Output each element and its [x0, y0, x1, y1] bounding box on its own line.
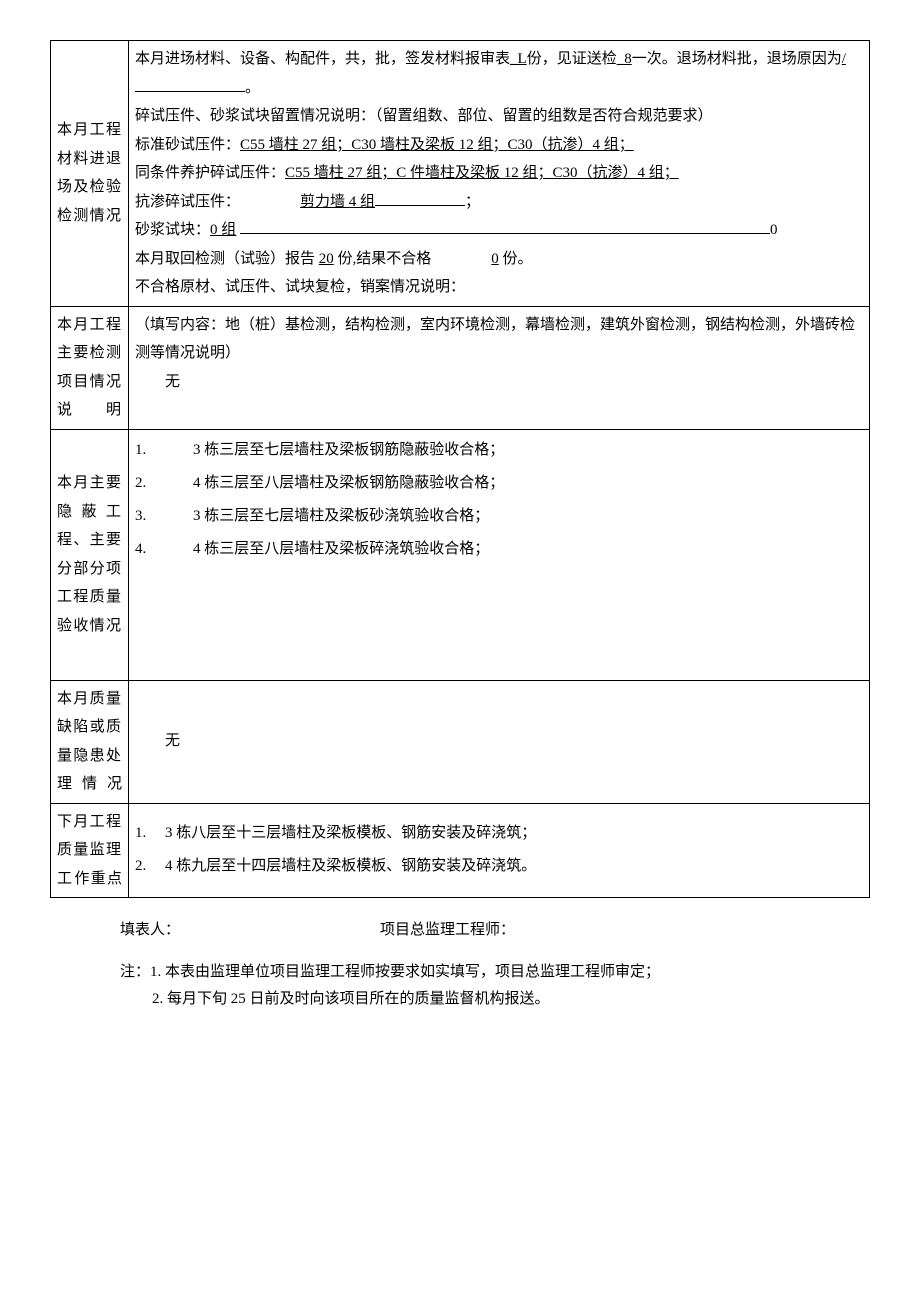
row5-header: 下月工程质量监理工作重点 [51, 803, 129, 898]
list-item: 3.3 栋三层至七层墙柱及梁板砂浇筑验收合格； [135, 500, 863, 533]
row4-header-text: 本月质量缺陷或质量隐患处理情况 [57, 691, 122, 793]
row1-p8: 不合格原材、试压件、试块复检，销案情况说明： [135, 273, 863, 302]
row-materials: 本月工程材料进退场及检验检测情况 本月进场材料、设备、构配件，共，批，签发材料报… [51, 41, 870, 307]
row2-p1: （填写内容：地（桩）基检测，结构检测，室内环境检测，幕墙检测，建筑外窗检测，钢结… [135, 311, 863, 368]
row3-header-text: 本月主要隐蔽工程、主要分部分项工程质量验收情况 [57, 475, 122, 634]
list-item: 1.3 栋三层至七层墙柱及梁板钢筋隐蔽验收合格； [135, 434, 863, 467]
row3-content: 1.3 栋三层至七层墙柱及梁板钢筋隐蔽验收合格； 2.4 栋三层至八层墙柱及梁板… [129, 429, 870, 680]
row1-p6: 砂浆试块：0 组 0 [135, 216, 863, 245]
list-item: 2.4 栋九层至十四层墙柱及梁板模板、钢筋安装及碎浇筑。 [135, 850, 863, 883]
report-table: 本月工程材料进退场及检验检测情况 本月进场材料、设备、构配件，共，批，签发材料报… [50, 40, 870, 898]
row3-list: 1.3 栋三层至七层墙柱及梁板钢筋隐蔽验收合格； 2.4 栋三层至八层墙柱及梁板… [135, 434, 863, 566]
row3-header: 本月主要隐蔽工程、主要分部分项工程质量验收情况 [51, 429, 129, 680]
list-item: 2.4 栋三层至八层墙柱及梁板钢筋隐蔽验收合格； [135, 467, 863, 500]
row1-header-text: 本月工程材料进退场及检验检测情况 [57, 122, 122, 224]
row4-header: 本月质量缺陷或质量隐患处理情况 [51, 680, 129, 803]
note-line-2: 2. 每月下旬 25 日前及时向该项目所在的质量监督机构报送。 [120, 986, 870, 1013]
row5-header-text: 下月工程质量监理工作重点 [57, 814, 122, 887]
list-item: 4.4 栋三层至八层墙柱及梁板碎浇筑验收合格； [135, 533, 863, 566]
row1-content: 本月进场材料、设备、构配件，共，批，签发材料报审表_L份，见证送检_8一次。退场… [129, 41, 870, 307]
row2-p2: 无 [135, 368, 863, 397]
row-inspection: 本月工程主要检测项目情况说明 （填写内容：地（桩）基检测，结构检测，室内环境检测… [51, 306, 870, 429]
filler-label: 填表人： [120, 916, 380, 945]
chief-engineer-label: 项目总监理工程师： [380, 916, 515, 945]
note-line-1: 注：1. 本表由监理单位项目监理工程师按要求如实填写，项目总监理工程师审定； [120, 959, 870, 986]
row1-p3: 标准砂试压件：C55 墙柱 27 组；C30 墙柱及梁板 12 组；C30（抗渗… [135, 131, 863, 160]
row1-p2: 碎试压件、砂浆试块留置情况说明：（留置组数、部位、留置的组数是否符合规范要求） [135, 102, 863, 131]
row-next-month: 下月工程质量监理工作重点 1.3 栋八层至十三层墙柱及梁板模板、钢筋安装及碎浇筑… [51, 803, 870, 898]
row4-content: 无 [129, 680, 870, 803]
notes: 注：1. 本表由监理单位项目监理工程师按要求如实填写，项目总监理工程师审定； 2… [120, 959, 870, 1013]
row5-content: 1.3 栋八层至十三层墙柱及梁板模板、钢筋安装及碎浇筑； 2.4 栋九层至十四层… [129, 803, 870, 898]
row1-header: 本月工程材料进退场及检验检测情况 [51, 41, 129, 307]
signature-row: 填表人： 项目总监理工程师： [120, 916, 870, 945]
row1-p1: 本月进场材料、设备、构配件，共，批，签发材料报审表_L份，见证送检_8一次。退场… [135, 45, 863, 102]
row2-header: 本月工程主要检测项目情况说明 [51, 306, 129, 429]
row1-p4: 同条件养护碎试压件：C55 墙柱 27 组；C 件墙柱及梁板 12 组；C30（… [135, 159, 863, 188]
row-acceptance: 本月主要隐蔽工程、主要分部分项工程质量验收情况 1.3 栋三层至七层墙柱及梁板钢… [51, 429, 870, 680]
list-item: 1.3 栋八层至十三层墙柱及梁板模板、钢筋安装及碎浇筑； [135, 817, 863, 850]
row1-p7: 本月取回检测（试验）报告 20 份,结果不合格0 份。 [135, 245, 863, 274]
footer: 填表人： 项目总监理工程师： 注：1. 本表由监理单位项目监理工程师按要求如实填… [50, 916, 870, 1013]
row5-list: 1.3 栋八层至十三层墙柱及梁板模板、钢筋安装及碎浇筑； 2.4 栋九层至十四层… [135, 817, 863, 883]
row2-header-text: 本月工程主要检测项目情况说明 [57, 317, 122, 419]
row2-content: （填写内容：地（桩）基检测，结构检测，室内环境检测，幕墙检测，建筑外窗检测，钢结… [129, 306, 870, 429]
row-defects: 本月质量缺陷或质量隐患处理情况 无 [51, 680, 870, 803]
row1-p5: 抗渗碎试压件：剪力墙 4 组； [135, 188, 863, 217]
row4-value: 无 [135, 727, 863, 756]
